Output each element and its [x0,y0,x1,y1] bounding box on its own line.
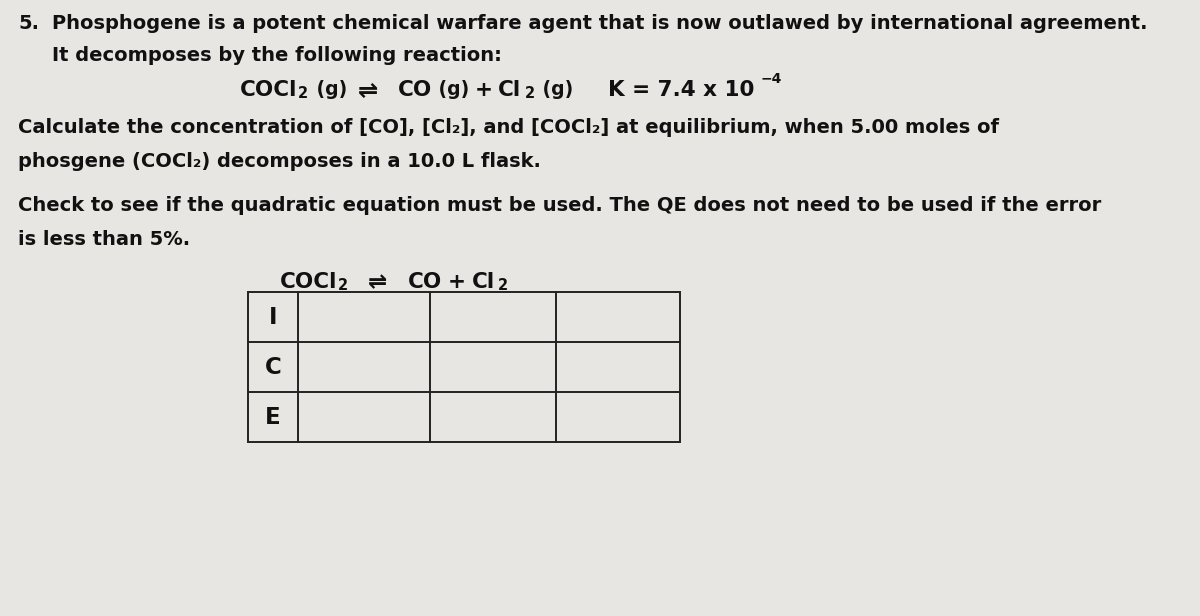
Text: K = 7.4 x 10: K = 7.4 x 10 [608,80,755,100]
Text: Check to see if the quadratic equation must be used. The QE does not need to be : Check to see if the quadratic equation m… [18,196,1102,215]
Text: 2: 2 [298,86,308,101]
Bar [248,292,680,442]
Text: phosgene (COCl₂) decomposes in a 10.0 L flask.: phosgene (COCl₂) decomposes in a 10.0 L … [18,152,541,171]
Text: COCl: COCl [240,80,298,100]
Text: E: E [265,405,281,429]
Text: +: + [475,80,493,100]
Text: +: + [448,272,466,292]
Text: CO: CO [398,80,432,100]
Text: ⇌: ⇌ [368,271,388,294]
Text: COCl: COCl [280,272,337,292]
Text: I: I [269,306,277,328]
Text: (g): (g) [536,80,574,99]
Text: (g): (g) [310,80,347,99]
Text: 2: 2 [498,278,508,293]
Text: 2: 2 [526,86,535,101]
Text: It decomposes by the following reaction:: It decomposes by the following reaction: [52,46,502,65]
Text: 2: 2 [338,278,348,293]
Text: C: C [265,355,281,378]
Text: Phosphogene is a potent chemical warfare agent that is now outlawed by internati: Phosphogene is a potent chemical warfare… [52,14,1147,33]
Text: Cl: Cl [498,80,521,100]
Text: is less than 5%.: is less than 5%. [18,230,190,249]
Text: 5.: 5. [18,14,38,33]
Text: Cl: Cl [472,272,496,292]
Text: −4: −4 [761,72,782,86]
Text: CO: CO [408,272,443,292]
Text: (g): (g) [432,80,469,99]
Text: Calculate the concentration of [CO], [Cl₂], and [COCl₂] at equilibrium, when 5.0: Calculate the concentration of [CO], [Cl… [18,118,998,137]
Text: ⇌: ⇌ [358,79,378,103]
